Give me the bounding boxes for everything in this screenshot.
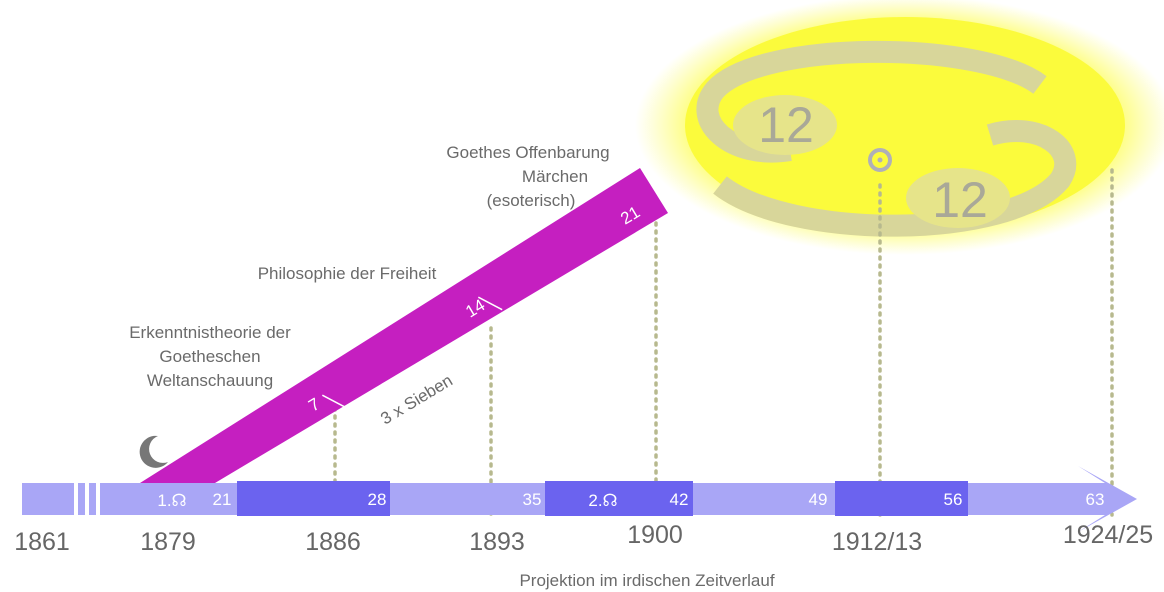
work-label: Goetheschen: [159, 347, 260, 366]
timeline-break: [85, 483, 89, 515]
year-label: 1893: [469, 528, 525, 556]
timeline-age: 28: [368, 490, 387, 509]
work-label: Goethes Offenbarung: [446, 143, 609, 162]
year-label: 1900: [627, 521, 683, 549]
timeline-age: 49: [809, 490, 828, 509]
node-label: 2.☊: [588, 491, 617, 510]
timeline-segment: [22, 483, 237, 515]
page: Zeitverlauf {"timeline": {"ages": ["21",…: [0, 0, 1164, 592]
year-label: 1924/25: [1063, 521, 1153, 549]
work-label: Weltanschauung: [147, 371, 273, 390]
timeline-break: [96, 483, 100, 515]
node-label: 1.☊: [157, 491, 186, 510]
sun-symbol-dot: [878, 158, 883, 163]
timeline-age: 42: [670, 490, 689, 509]
work-label: (esoterisch): [487, 191, 576, 210]
timeline-age: 63: [1086, 490, 1105, 509]
diagram: 12 12 7 14 21 3 x Sieben Erkenntnistheor…: [0, 0, 1164, 592]
caption: Projektion im irdischen Zeitverlauf: [519, 571, 774, 590]
timeline-break: [74, 483, 78, 515]
body: 12 12 7 14 21 3 x Sieben Erkenntnistheor…: [0, 0, 1164, 592]
work-label: Erkenntnistheorie der: [129, 323, 291, 342]
timeline-age: 21: [213, 490, 232, 509]
timeline-age: 56: [944, 490, 963, 509]
year-label: 1879: [140, 528, 196, 556]
work-label: Philosophie der Freiheit: [258, 264, 437, 283]
sun-number: 12: [758, 97, 814, 153]
year-label: 1861: [14, 528, 70, 556]
moon-symbol: [140, 436, 168, 468]
arc-note: 3 x Sieben: [377, 371, 456, 429]
year-label: 1912/13: [832, 528, 922, 556]
sun-number: 12: [932, 172, 988, 228]
year-label: 1886: [305, 528, 361, 556]
timeline-age: 35: [523, 490, 542, 509]
work-label: Märchen: [522, 167, 588, 186]
